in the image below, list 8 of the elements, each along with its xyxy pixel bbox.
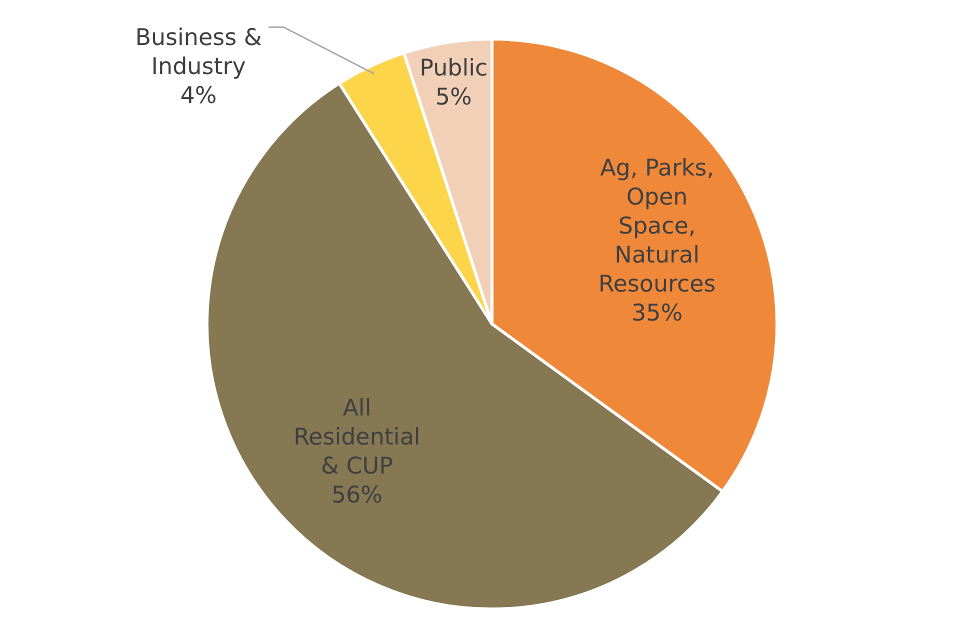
data-label: 35%: [631, 300, 683, 326]
data-label: 56%: [331, 482, 383, 508]
data-label: 5%: [435, 84, 472, 110]
slice-label: All Residential & CUP: [294, 395, 420, 480]
slice-label: Public: [420, 55, 488, 82]
slice-label: Ag, Parks, Open Space, Natural Resources: [598, 155, 716, 298]
data-label: 4%: [180, 83, 217, 110]
slice-label: Business & Industry: [135, 25, 262, 80]
